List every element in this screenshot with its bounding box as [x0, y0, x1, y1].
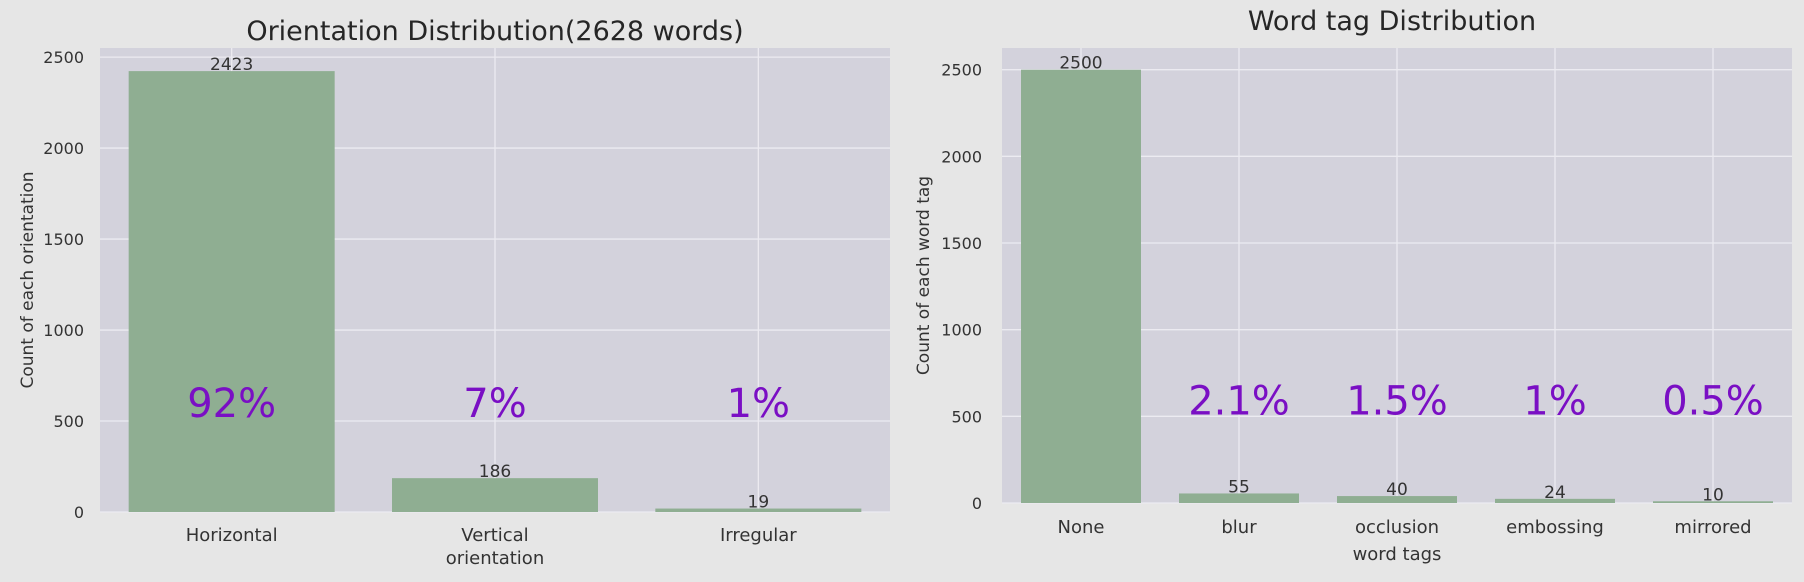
percent-label: 7%	[463, 381, 526, 427]
chart-1: 0 500 1000 1500 2000 2500 2423 186 19 92% 7% 1% Hori…	[18, 16, 890, 569]
bar	[1021, 69, 1141, 504]
x-axis-label: word tags	[1353, 544, 1442, 565]
y-axis-label: Count of each word tag	[914, 176, 934, 375]
bar	[1337, 496, 1457, 503]
value-label: 19	[748, 493, 770, 513]
value-label: 186	[479, 462, 511, 482]
value-label: 55	[1228, 477, 1250, 497]
y-tick-label: 500	[951, 407, 982, 426]
chart-2: 0 500 1000 1500 2000 2500 2500 55 40 24 10 2.1% 1.5%…	[914, 6, 1792, 565]
bar	[128, 71, 335, 513]
bar	[392, 478, 598, 512]
x-tick-label: blur	[1221, 517, 1257, 538]
percent-label: 1%	[727, 381, 790, 427]
value-label: 40	[1386, 480, 1408, 500]
percent-label: 0.5%	[1662, 379, 1764, 425]
chart-title: Orientation Distribution(2628 words)	[246, 16, 743, 47]
y-axis-label: Count of each orientation	[18, 171, 38, 388]
value-label: 2500	[1059, 54, 1102, 74]
value-label: 10	[1702, 485, 1724, 505]
y-tick-label: 1500	[941, 234, 982, 253]
y-tick-label: 0	[972, 494, 982, 513]
x-tick-label: None	[1058, 517, 1105, 538]
percent-label: 2.1%	[1188, 379, 1290, 425]
percent-label: 92%	[187, 381, 276, 427]
x-tick-label: mirrored	[1674, 517, 1751, 538]
percent-label: 1.5%	[1346, 379, 1448, 425]
y-tick-label: 0	[74, 503, 84, 522]
y-tick-label: 1000	[43, 321, 84, 340]
chart-title: Word tag Distribution	[1248, 6, 1536, 37]
x-tick-label: Horizontal	[186, 525, 278, 546]
percent-label: 1%	[1523, 379, 1586, 425]
bar	[1495, 498, 1615, 503]
bar	[655, 508, 862, 512]
x-tick-label: Vertical orientation	[446, 525, 544, 569]
y-tick-label: 2500	[43, 48, 84, 67]
x-tick-label: Irregular	[720, 525, 797, 546]
x-tick-label: embossing	[1506, 517, 1604, 538]
value-label: 24	[1544, 483, 1566, 503]
y-tick-label: 2000	[941, 147, 982, 166]
bar	[1179, 493, 1299, 503]
y-tick-label: 500	[53, 412, 84, 431]
bar	[1653, 501, 1773, 503]
y-tick-label: 1000	[941, 321, 982, 340]
y-tick-label: 2000	[43, 139, 84, 158]
value-label: 2423	[210, 55, 253, 75]
y-tick-label: 1500	[43, 230, 84, 249]
x-tick-label: occlusion	[1355, 517, 1439, 538]
y-tick-label: 2500	[941, 61, 982, 80]
